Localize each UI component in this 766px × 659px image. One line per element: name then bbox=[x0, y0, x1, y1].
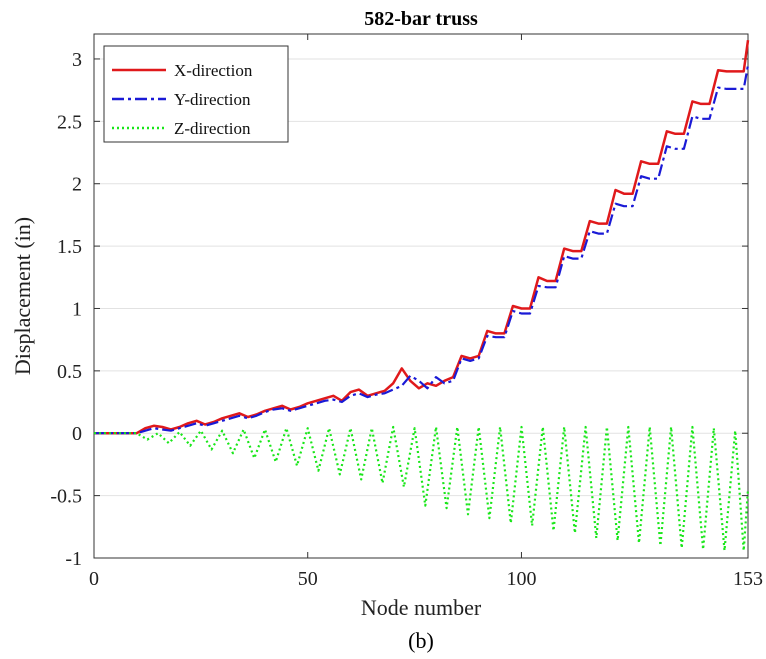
plot-frame bbox=[93, 33, 749, 559]
legend-entry: Z-direction bbox=[174, 119, 251, 138]
series-line-0 bbox=[94, 40, 750, 435]
x-axis: 0 50 100 153 bbox=[89, 34, 763, 590]
y-tick-label: 1 bbox=[72, 298, 82, 320]
series-line-1 bbox=[94, 65, 750, 435]
y-tick-label: 1.5 bbox=[57, 236, 82, 258]
legend-entry: Y-direction bbox=[174, 90, 251, 109]
series-layer bbox=[94, 40, 750, 552]
y-tick-label: 2 bbox=[72, 174, 82, 196]
x-tick-label: 100 bbox=[506, 568, 536, 590]
chart-title: 582-bar truss bbox=[364, 8, 478, 30]
legend-entry: X-direction bbox=[174, 61, 253, 80]
figure-caption: (b) bbox=[408, 628, 434, 653]
x-tick-label: 50 bbox=[298, 568, 318, 590]
y-tick-label: 0.5 bbox=[57, 361, 82, 383]
y-axis: -1 -0.5 0 0.5 1 1.5 2 2.5 3 bbox=[50, 49, 748, 570]
x-tick-label: 153 bbox=[733, 568, 763, 590]
y-tick-label: 3 bbox=[72, 49, 82, 71]
y-tick-label: 2.5 bbox=[57, 111, 82, 133]
y-tick-label: -0.5 bbox=[50, 486, 82, 508]
series-line-2 bbox=[94, 425, 750, 552]
y-tick-label: -1 bbox=[65, 548, 82, 570]
x-axis-label: Node number bbox=[361, 595, 482, 620]
legend-box bbox=[103, 45, 289, 143]
legend: X-direction Y-direction Z-direction bbox=[103, 45, 289, 143]
y-axis-label: Displacement (in) bbox=[10, 217, 35, 375]
x-tick-label: 0 bbox=[89, 568, 99, 590]
y-tick-label: 0 bbox=[72, 423, 82, 445]
